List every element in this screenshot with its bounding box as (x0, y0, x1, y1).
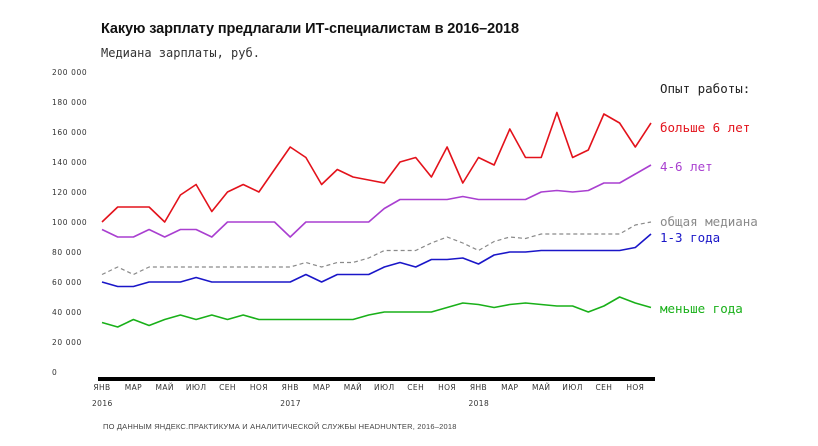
x-tick-label: МАЙ (156, 383, 174, 392)
y-tick-label: 40 000 (52, 308, 82, 317)
chart-title: Какую зарплату предлагали ИТ-специалиста… (101, 21, 519, 37)
x-tick-label: МАЙ (532, 383, 550, 392)
x-tick-label: СЕН (407, 383, 424, 392)
x-tick-label: ЯНВ (282, 383, 299, 392)
y-tick-label: 20 000 (52, 338, 82, 347)
series-label-0: больше 6 лет (660, 120, 750, 135)
y-tick-label: 140 000 (52, 158, 87, 167)
chart-subtitle: Медиана зарплаты, руб. (101, 46, 260, 60)
y-tick-label: 80 000 (52, 248, 82, 257)
x-axis-line (98, 377, 655, 381)
x-tick-label: НОЯ (438, 383, 456, 392)
source-note: ПО ДАННЫМ ЯНДЕКС.ПРАКТИКУМА И АНАЛИТИЧЕС… (103, 422, 457, 431)
y-tick-label: 100 000 (52, 218, 87, 227)
x-tick-label: МАР (125, 383, 142, 392)
x-tick-label: СЕН (219, 383, 236, 392)
x-tick-label: НОЯ (626, 383, 644, 392)
series-line-1 (101, 164, 652, 238)
series-label-4: меньше года (660, 301, 743, 316)
year-label: 2018 (468, 399, 489, 408)
x-tick-label: НОЯ (250, 383, 268, 392)
y-tick-label: 160 000 (52, 128, 87, 137)
y-tick-label: 200 000 (52, 68, 87, 77)
series-label-2: общая медиана (660, 214, 758, 229)
x-tick-label: МАЙ (344, 383, 362, 392)
y-tick-label: 120 000 (52, 188, 87, 197)
y-tick-label: 0 (52, 368, 57, 377)
x-tick-label: ИЮЛ (186, 383, 207, 392)
series-label-1: 4-6 лет (660, 159, 713, 174)
x-tick-label: ЯНВ (470, 383, 487, 392)
x-tick-label: ЯНВ (93, 383, 110, 392)
y-tick-label: 180 000 (52, 98, 87, 107)
series-label-3: 1-3 года (660, 230, 720, 245)
series-line-0 (101, 111, 652, 223)
year-label: 2017 (280, 399, 301, 408)
legend-title: Опыт работы: (660, 81, 751, 96)
year-label: 2016 (92, 399, 113, 408)
series-line-4 (101, 296, 652, 328)
x-tick-label: СЕН (596, 383, 613, 392)
x-tick-label: МАР (501, 383, 518, 392)
x-tick-label: ИЮЛ (374, 383, 395, 392)
y-tick-label: 60 000 (52, 278, 82, 287)
x-tick-label: МАР (313, 383, 330, 392)
series-line-2 (101, 221, 652, 276)
series-line-3 (101, 233, 652, 288)
x-tick-label: ИЮЛ (562, 383, 583, 392)
